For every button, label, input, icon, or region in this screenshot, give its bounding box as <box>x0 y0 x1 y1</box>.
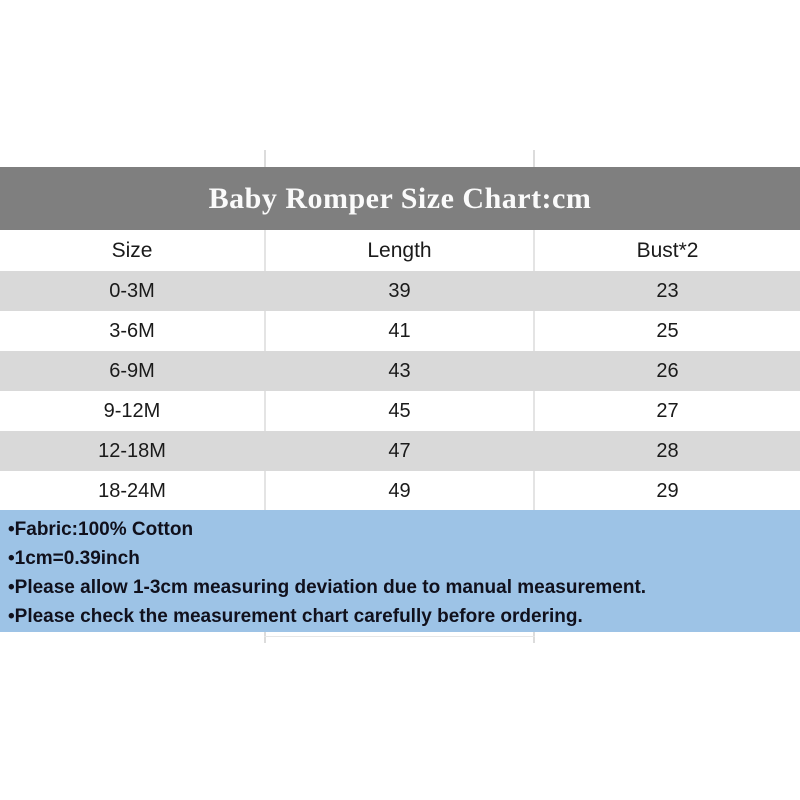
column-header-bust: Bust*2 <box>533 230 800 271</box>
gridline-stub <box>264 636 535 637</box>
size-cell: 6-9M <box>0 351 265 391</box>
length-cell: 39 <box>264 271 534 311</box>
length-cell: 49 <box>264 471 534 511</box>
bust-cell: 28 <box>533 431 800 471</box>
bust-cell: 23 <box>533 271 800 311</box>
table-row: 12-18M 47 28 <box>0 431 800 471</box>
table-row: 9-12M 45 27 <box>0 391 800 431</box>
size-cell: 3-6M <box>109 319 155 342</box>
length-cell: 41 <box>264 311 534 351</box>
table-row: 18-24M 49 29 <box>0 471 800 511</box>
bust-cell: 26 <box>533 351 800 391</box>
gridline-stub <box>533 150 535 167</box>
size-cell: 18-24M <box>98 479 166 502</box>
gridline-stub <box>264 150 266 167</box>
note-line-cm-inch: •1cm=0.39inch <box>8 548 140 569</box>
column-header-length: Length <box>264 230 534 271</box>
length-cell: 43 <box>264 351 534 391</box>
table-row: 6-9M 43 26 <box>0 351 800 391</box>
column-header-size: Size <box>111 238 153 262</box>
title-banner: Baby Romper Size Chart:cm <box>0 167 800 230</box>
notes-section: •Fabric:100% Cotton •1cm=0.39inch •Pleas… <box>0 510 800 632</box>
length-cell: 47 <box>264 431 534 471</box>
size-cell: 12-18M <box>0 431 265 471</box>
bust-cell: 27 <box>533 391 800 431</box>
length-cell: 45 <box>264 391 534 431</box>
gridline-stub <box>533 632 535 643</box>
page-title: Baby Romper Size Chart:cm <box>208 181 592 215</box>
size-table: Size Length Bust*2 0-3M 39 23 3-6M 41 25… <box>0 230 800 511</box>
note-line-check: •Please check the measurement chart care… <box>8 606 583 627</box>
size-cell: 9-12M <box>103 399 161 422</box>
table-row: 0-3M 39 23 <box>0 271 800 311</box>
bust-cell: 25 <box>533 311 800 351</box>
table-header-row: Size Length Bust*2 <box>0 230 800 271</box>
table-row: 3-6M 41 25 <box>0 311 800 351</box>
gridline-stub <box>264 632 266 643</box>
note-line-deviation: •Please allow 1-3cm measuring deviation … <box>8 577 647 598</box>
note-line-fabric: •Fabric:100% Cotton <box>8 519 194 540</box>
bust-cell: 29 <box>533 471 800 511</box>
size-cell: 0-3M <box>0 271 265 311</box>
